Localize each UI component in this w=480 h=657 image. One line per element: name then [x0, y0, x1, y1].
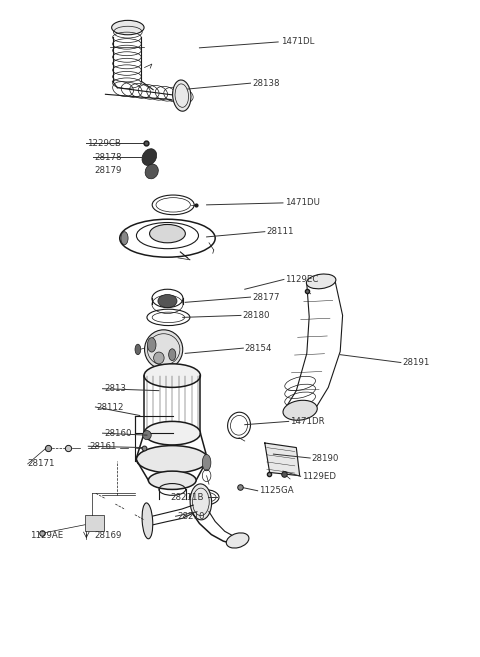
Ellipse shape	[112, 20, 144, 35]
Ellipse shape	[173, 80, 191, 111]
Ellipse shape	[148, 471, 196, 489]
Ellipse shape	[306, 274, 336, 289]
Text: 2813: 2813	[104, 384, 126, 393]
Ellipse shape	[158, 294, 177, 307]
Text: 28178: 28178	[95, 152, 122, 162]
Text: 28111: 28111	[266, 227, 294, 236]
Ellipse shape	[283, 400, 317, 420]
Text: 28138: 28138	[252, 79, 279, 87]
Text: 1471DL: 1471DL	[281, 37, 314, 47]
Text: 28171: 28171	[28, 459, 55, 468]
Text: 1471DR: 1471DR	[290, 417, 325, 426]
Ellipse shape	[142, 148, 156, 166]
Text: 28112: 28112	[97, 403, 124, 411]
Ellipse shape	[226, 533, 249, 548]
Text: 1129ED: 1129ED	[302, 472, 336, 481]
Ellipse shape	[202, 455, 211, 471]
Text: 28160: 28160	[104, 428, 132, 438]
Text: 28154: 28154	[245, 344, 272, 353]
Ellipse shape	[147, 338, 156, 352]
Text: 28190: 28190	[312, 453, 339, 463]
Text: 1471DU: 1471DU	[285, 198, 320, 208]
Ellipse shape	[144, 364, 200, 388]
Text: 28191: 28191	[402, 358, 430, 367]
Text: 28177: 28177	[252, 292, 279, 302]
Text: 1129AE: 1129AE	[30, 532, 63, 541]
Bar	[85, 515, 104, 532]
Ellipse shape	[144, 330, 183, 369]
Text: 28180: 28180	[242, 311, 270, 320]
Text: 1229CB: 1229CB	[87, 139, 121, 148]
Text: 28210: 28210	[177, 512, 204, 521]
Text: 28211B: 28211B	[171, 493, 204, 502]
Ellipse shape	[190, 484, 212, 520]
Polygon shape	[265, 443, 300, 476]
Ellipse shape	[143, 430, 151, 440]
Ellipse shape	[135, 344, 141, 355]
Text: 1129EC: 1129EC	[285, 275, 319, 284]
Ellipse shape	[145, 164, 158, 179]
Ellipse shape	[144, 421, 200, 445]
Ellipse shape	[150, 225, 185, 243]
Ellipse shape	[142, 503, 153, 539]
Text: 1125GA: 1125GA	[259, 486, 294, 495]
Ellipse shape	[136, 445, 208, 473]
Text: 28179: 28179	[95, 166, 122, 175]
Ellipse shape	[154, 352, 164, 364]
Ellipse shape	[168, 349, 176, 361]
Text: 28161: 28161	[90, 442, 117, 451]
Ellipse shape	[121, 232, 128, 245]
Text: 28169: 28169	[95, 532, 122, 541]
